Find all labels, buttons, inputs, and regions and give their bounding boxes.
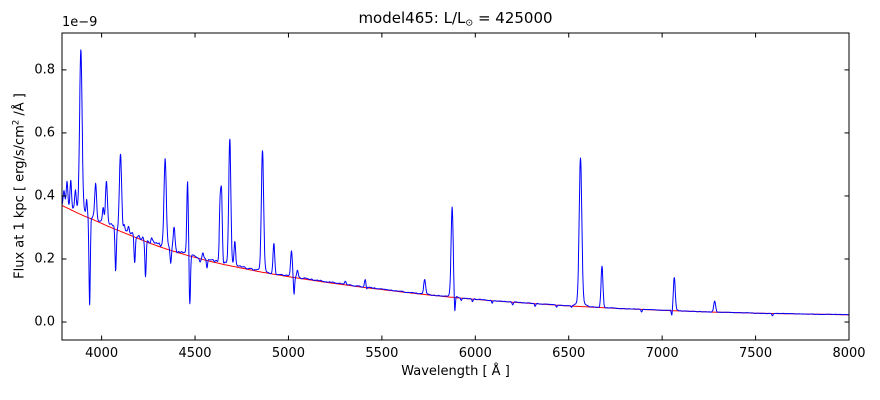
x-tick-label: 6500 bbox=[552, 346, 585, 361]
title-suffix: = 425000 bbox=[473, 9, 553, 27]
x-tick-label: 6000 bbox=[459, 346, 492, 361]
y-axis-label-superscript: 2 bbox=[10, 119, 21, 126]
x-tick-label: 4500 bbox=[178, 346, 211, 361]
spectrum-line bbox=[62, 49, 849, 317]
plot-title: model465: L/L⊙ = 425000 bbox=[62, 9, 849, 29]
x-tick-label: 4000 bbox=[85, 346, 118, 361]
y-axis-label-suffix: /Å ] bbox=[12, 93, 28, 120]
y-tick-label: 0.0 bbox=[34, 315, 55, 330]
y-tick-label: 0.8 bbox=[34, 62, 55, 77]
x-tick-label: 7000 bbox=[646, 346, 679, 361]
plot-frame bbox=[61, 32, 850, 341]
sun-symbol: ⊙ bbox=[465, 17, 474, 29]
x-tick-label: 7500 bbox=[739, 346, 772, 361]
continuum-line bbox=[62, 205, 849, 316]
y-tick-label: 0.2 bbox=[34, 251, 55, 266]
y-tick-label: 0.6 bbox=[34, 125, 55, 140]
y-axis-offset-label: 1e−9 bbox=[62, 15, 98, 30]
x-tick-label: 5000 bbox=[272, 346, 305, 361]
y-axis-label-prefix: Flux at 1 kpc [ erg/s/cm bbox=[12, 125, 28, 279]
title-prefix: model465: L/L bbox=[358, 9, 466, 27]
x-axis-label: Wavelength [ Å ] bbox=[401, 364, 510, 379]
x-tick-label: 8000 bbox=[832, 346, 865, 361]
y-tick-label: 0.4 bbox=[34, 188, 55, 203]
y-axis-label: Flux at 1 kpc [ erg/s/cm2 /Å ] bbox=[10, 93, 27, 279]
x-tick-label: 5500 bbox=[365, 346, 398, 361]
